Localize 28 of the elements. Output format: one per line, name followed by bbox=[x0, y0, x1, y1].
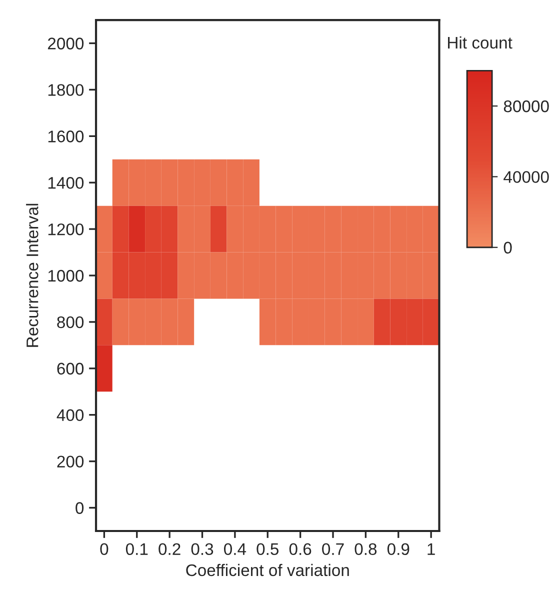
color-bar-label: 0 bbox=[504, 242, 512, 254]
x-tick-label: 0.6 bbox=[289, 543, 312, 556]
x-tick-label: 0.2 bbox=[158, 543, 180, 556]
x-tick-label: 0 bbox=[100, 543, 108, 556]
x-tick-label: 0.7 bbox=[322, 543, 344, 556]
color-bar-label: 40000 bbox=[504, 171, 549, 183]
y-tick-label: 600 bbox=[57, 362, 84, 375]
y-tick-label: 1600 bbox=[48, 130, 84, 142]
x-tick-label: 0.3 bbox=[191, 543, 214, 556]
y-tick-label: 1200 bbox=[48, 223, 84, 236]
y-tick-label: 800 bbox=[57, 316, 84, 328]
y-axis-title: Recurrence Interval bbox=[26, 204, 38, 347]
y-tick-label: 1800 bbox=[48, 84, 84, 96]
x-tick-label: 0.4 bbox=[224, 543, 246, 556]
x-tick-label: 0.9 bbox=[387, 543, 410, 556]
x-tick-label: 0.1 bbox=[126, 543, 148, 556]
y-tick-label: 200 bbox=[57, 456, 84, 468]
y-tick-label: 400 bbox=[56, 409, 84, 422]
color-bar-label: 80000 bbox=[504, 100, 549, 112]
y-tick-label: 2000 bbox=[48, 38, 84, 50]
x-tick-label: 0.8 bbox=[354, 543, 377, 556]
color-bar-title: Hit count bbox=[448, 36, 512, 49]
x-tick-label: 1 bbox=[428, 543, 435, 555]
y-tick-label: 0 bbox=[76, 502, 84, 514]
x-axis-title: Coefficient of variation bbox=[186, 564, 349, 576]
y-tick-label: 1000 bbox=[48, 270, 84, 282]
y-tick-label: 1400 bbox=[48, 177, 84, 189]
x-tick-label: 0.5 bbox=[256, 543, 279, 556]
